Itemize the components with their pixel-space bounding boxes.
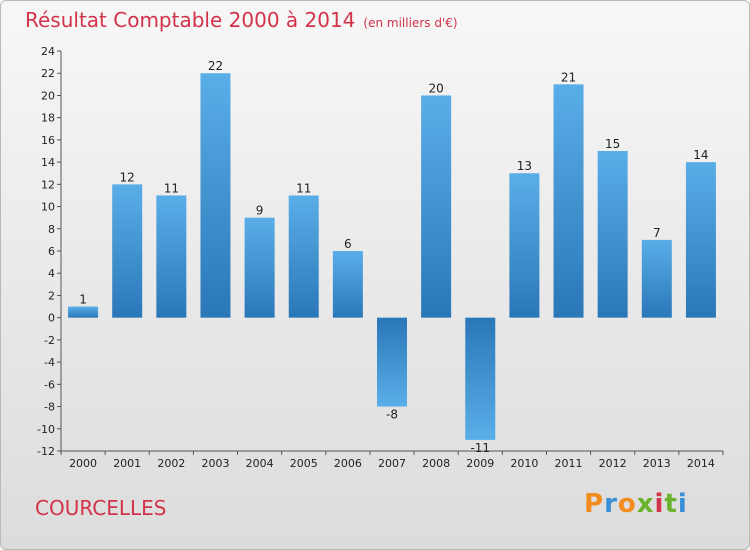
bar-2008: [421, 95, 452, 318]
x-tick-label: 2013: [643, 457, 671, 470]
y-tick-label: 10: [41, 201, 55, 214]
y-tick-label: 14: [41, 156, 55, 169]
data-label-2006: 6: [344, 237, 352, 251]
x-tick-label: 2010: [510, 457, 538, 470]
chart-title: Résultat Comptable 2000 à 2014 (en millie…: [25, 8, 458, 32]
data-label-2002: 11: [164, 181, 179, 195]
x-tick-label: 2008: [422, 457, 450, 470]
bar-2011: [553, 84, 584, 318]
chart-subtitle: (en milliers d'€): [363, 16, 458, 30]
y-tick-label: -8: [44, 401, 55, 414]
data-label-2014: 14: [693, 148, 708, 162]
y-tick-label: 12: [41, 178, 55, 191]
proxiti-logo: Proxiti: [584, 489, 688, 519]
logo-letter: i: [677, 489, 688, 519]
data-label-2009: -11: [470, 441, 490, 455]
logo-letter: r: [604, 489, 618, 519]
y-tick-label: 20: [41, 89, 55, 102]
bar-2005: [288, 195, 319, 318]
x-tick-label: 2011: [555, 457, 583, 470]
data-label-2003: 22: [208, 59, 223, 73]
data-label-2005: 11: [296, 181, 311, 195]
x-tick-label: 2000: [69, 457, 97, 470]
chart-bars: [68, 73, 716, 440]
y-tick-label: 22: [41, 67, 55, 80]
data-label-2008: 20: [428, 81, 443, 95]
y-tick-label: 0: [48, 312, 55, 325]
x-tick-label: 2007: [378, 457, 406, 470]
bar-2014: [685, 162, 716, 318]
bar-2003: [200, 73, 231, 318]
logo-letter: x: [636, 489, 655, 519]
x-tick-label: 2006: [334, 457, 362, 470]
data-label-2004: 9: [256, 204, 264, 218]
y-tick-label: -4: [44, 356, 55, 369]
y-tick-label: -2: [44, 334, 55, 347]
data-label-2001: 12: [120, 170, 135, 184]
x-tick-label: 2001: [113, 457, 141, 470]
y-tick-label: 24: [41, 45, 55, 58]
data-label-2000: 1: [79, 293, 87, 307]
bar-2007: [377, 317, 407, 407]
bar-2000: [68, 306, 99, 318]
x-tick-label: 2003: [201, 457, 229, 470]
y-tick-label: -12: [37, 445, 55, 458]
chart-labels: 1 12 11 22 9 11 6 -8 20 -11 13 21 15 7 14: [79, 59, 708, 455]
data-label-2007: -8: [386, 408, 398, 422]
logo-letter: i: [654, 489, 665, 519]
city-name: COURCELLES: [35, 496, 167, 520]
y-tick-label: 4: [48, 267, 55, 280]
x-tick-label: 2014: [687, 457, 715, 470]
y-tick-label: 2: [48, 289, 55, 302]
y-tick-label: 8: [48, 223, 55, 236]
y-tick-label: -10: [37, 423, 55, 436]
logo-letter: P: [584, 489, 605, 519]
y-tick-label: 6: [48, 245, 55, 258]
x-tick-label: 2004: [246, 457, 274, 470]
x-tick-label: 2009: [466, 457, 494, 470]
bar-2013: [641, 239, 672, 318]
y-tick-label: 16: [41, 134, 55, 147]
data-label-2013: 7: [653, 226, 661, 240]
bar-2001: [112, 184, 143, 318]
x-tick-label: 2005: [290, 457, 318, 470]
bar-2002: [156, 195, 187, 318]
y-tick-label: 18: [41, 112, 55, 125]
bar-2012: [597, 151, 628, 318]
chart-title-text: Résultat Comptable 2000 à 2014: [25, 8, 356, 32]
bar-2009: [465, 317, 496, 440]
data-label-2012: 15: [605, 137, 620, 151]
x-tick-label: 2012: [599, 457, 627, 470]
bar-2006: [332, 251, 363, 318]
data-label-2011: 21: [561, 70, 576, 84]
logo-letter: t: [664, 489, 678, 519]
data-label-2010: 13: [517, 159, 532, 173]
x-tick-label: 2002: [157, 457, 185, 470]
bar-2010: [509, 173, 540, 318]
logo-letter: o: [617, 489, 637, 519]
y-tick-label: -6: [44, 378, 55, 391]
bar-2004: [244, 217, 275, 318]
